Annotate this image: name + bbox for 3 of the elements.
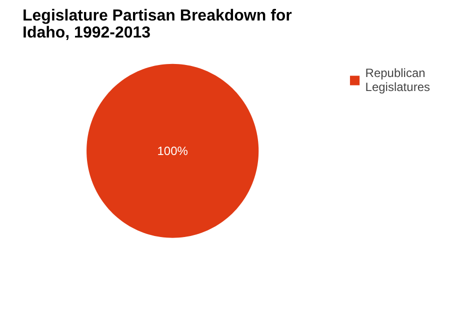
chart-title: Legislature Partisan Breakdown for Idaho, 1992-2013	[22, 8, 292, 42]
legend-label: Republican Legislatures	[365, 66, 430, 94]
data-label: 100%	[157, 144, 188, 158]
